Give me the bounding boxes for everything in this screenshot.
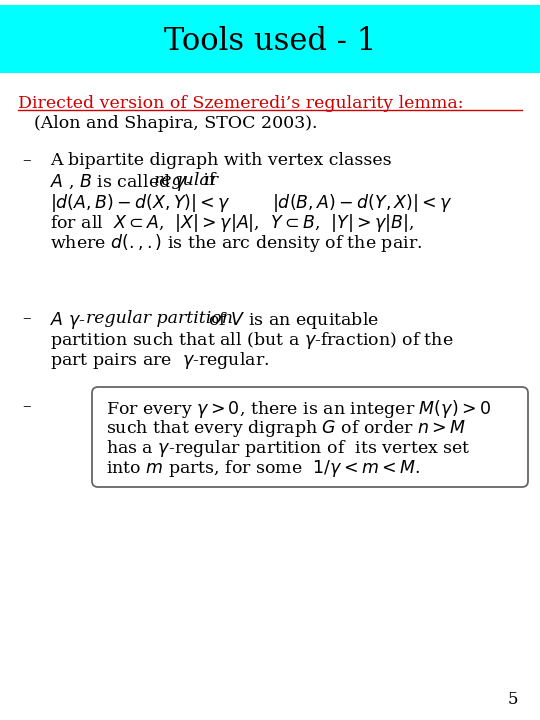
- Text: Tools used - 1: Tools used - 1: [164, 27, 376, 58]
- FancyBboxPatch shape: [92, 387, 528, 487]
- Text: regular partition: regular partition: [86, 310, 233, 327]
- Text: of $V$ is an equitable: of $V$ is an equitable: [203, 310, 379, 331]
- Text: (Alon and Shapira, STOC 2003).: (Alon and Shapira, STOC 2003).: [34, 115, 318, 132]
- Bar: [0, 5, 540, 73]
- Text: regular: regular: [154, 172, 219, 189]
- Text: $|d(A,B) - d(X,Y)|<\gamma$        $|d(B,A) - d(Y,X)|<\gamma$: $|d(A,B) - d(X,Y)|<\gamma$ $|d(B,A) - d(…: [50, 192, 453, 214]
- Text: $A$ $\gamma$-: $A$ $\gamma$-: [50, 310, 86, 331]
- Text: –: –: [22, 310, 31, 327]
- Text: part pairs are  $\gamma$-regular.: part pairs are $\gamma$-regular.: [50, 350, 269, 371]
- Text: For every $\gamma>0$, there is an integer $M(\gamma)>0$: For every $\gamma>0$, there is an intege…: [106, 398, 491, 420]
- Text: Directed version of Szemeredi’s regularity lemma:: Directed version of Szemeredi’s regulari…: [18, 95, 463, 112]
- Text: for all  $X\subset A$,  $|X| > \gamma|A|$,  $Y\subset B$,  $|Y| > \gamma|B|$,: for all $X\subset A$, $|X| > \gamma|A|$,…: [50, 212, 414, 234]
- Text: if: if: [198, 172, 215, 189]
- Text: $A$ , $B$ is called $\gamma$-: $A$ , $B$ is called $\gamma$-: [50, 172, 192, 193]
- Text: has a $\gamma$-regular partition of  its vertex set: has a $\gamma$-regular partition of its …: [106, 438, 470, 459]
- Text: into $m$ parts, for some  $1/\gamma < m < M$.: into $m$ parts, for some $1/\gamma < m <…: [106, 458, 421, 479]
- Text: A bipartite digraph with vertex classes: A bipartite digraph with vertex classes: [50, 152, 392, 169]
- Text: –: –: [22, 152, 31, 169]
- Text: 5: 5: [508, 691, 518, 708]
- Text: such that every digraph $G$ of order $n > M$: such that every digraph $G$ of order $n …: [106, 418, 466, 439]
- Text: partition such that all (but a $\gamma$-fraction) of the: partition such that all (but a $\gamma$-…: [50, 330, 454, 351]
- Text: –: –: [22, 398, 31, 415]
- Text: where $d(.,.)$ is the arc density of the pair.: where $d(.,.)$ is the arc density of the…: [50, 232, 422, 254]
